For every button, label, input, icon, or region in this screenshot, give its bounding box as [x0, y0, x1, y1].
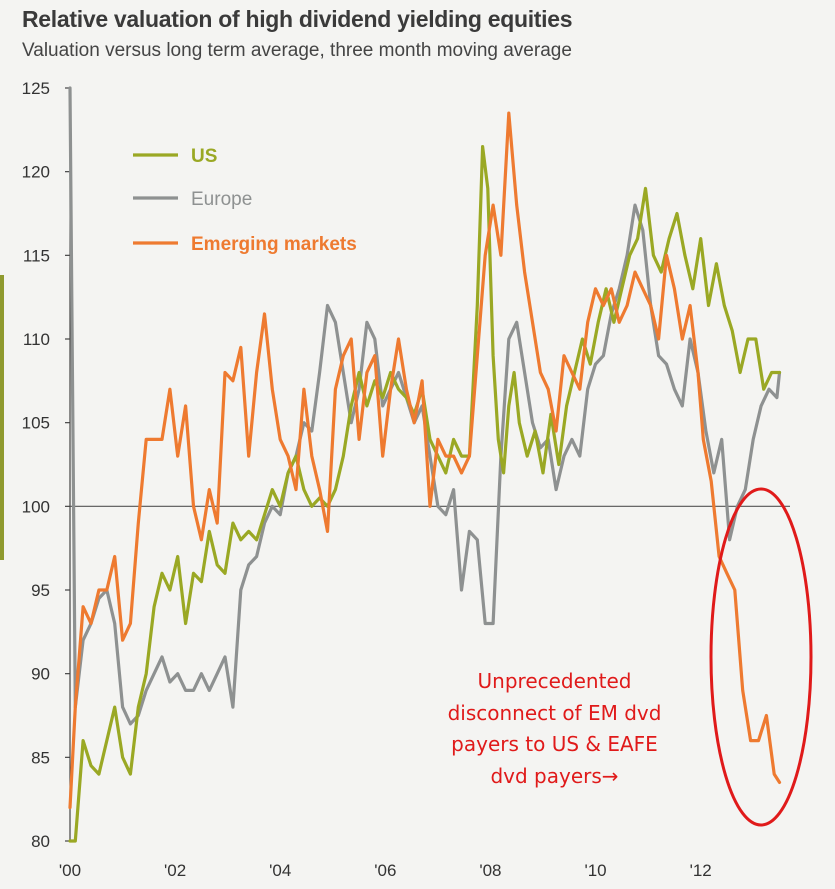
y-tick-label: 125: [22, 79, 50, 98]
x-tick-label: '08: [479, 861, 501, 880]
y-tick-label: 80: [31, 832, 50, 851]
legend-label: Europe: [191, 189, 252, 210]
y-tick-label: 90: [31, 665, 50, 684]
series-lines: [68, 86, 782, 843]
legend: US Europe Emerging markets: [133, 146, 357, 255]
series-line-emerging-markets: [68, 111, 782, 810]
series-line-us: [68, 145, 782, 843]
y-tick-label: 115: [23, 246, 50, 265]
x-tick-label: '10: [584, 861, 606, 880]
x-tick-label: '00: [59, 861, 81, 880]
x-tick-label: '02: [164, 861, 186, 880]
annotation-text: Unprecedented disconnect of EM dvd payer…: [447, 669, 662, 788]
y-tick-label: 100: [22, 497, 50, 516]
chart-title: Relative valuation of high dividend yiel…: [22, 6, 573, 32]
legend-label: US: [191, 146, 217, 167]
left-accent-bar: [0, 275, 4, 560]
x-tick-label: '04: [269, 861, 291, 880]
x-tick-label: '12: [690, 861, 712, 880]
highlight-ellipse: [709, 487, 813, 827]
y-tick-label: 110: [23, 330, 50, 349]
chart-subtitle: Valuation versus long term average, thre…: [22, 40, 572, 61]
y-tick-label: 95: [31, 581, 50, 600]
y-tick-label: 105: [22, 414, 50, 433]
y-tick-label: 85: [31, 748, 50, 767]
x-tick-label: '06: [374, 861, 396, 880]
legend-label: Emerging markets: [191, 234, 357, 255]
y-tick-label: 120: [22, 163, 50, 182]
